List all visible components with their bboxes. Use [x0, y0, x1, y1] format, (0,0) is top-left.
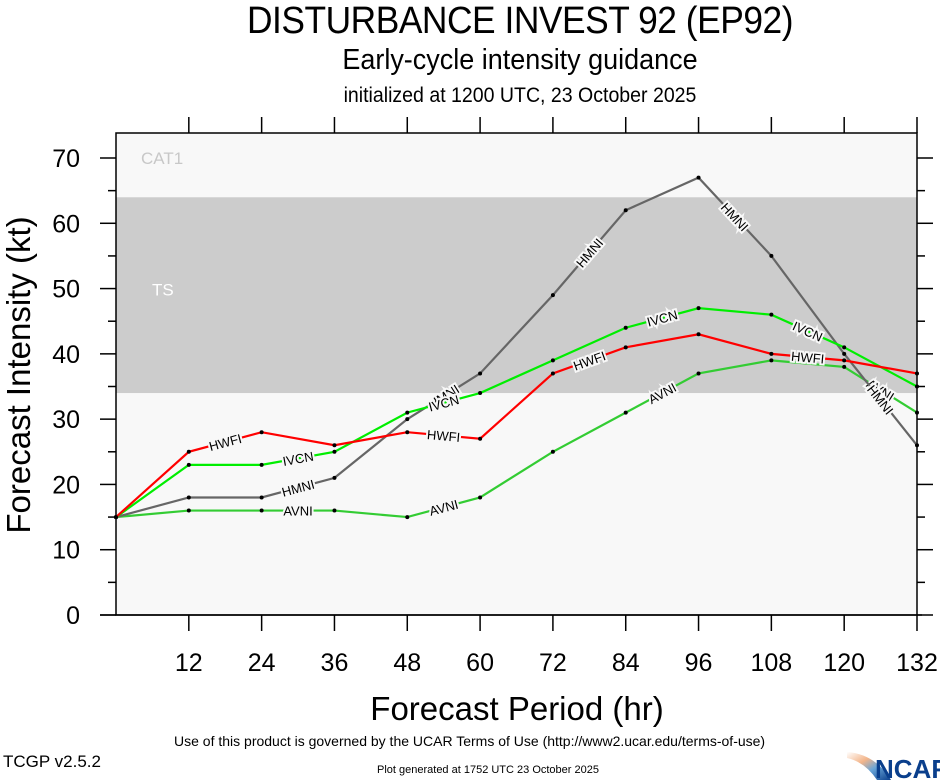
data-point: [915, 384, 919, 389]
y-tick-label: 40: [52, 341, 80, 369]
series-label: HWFI: [791, 349, 825, 367]
ncar-logo-text: NCAR: [875, 754, 940, 780]
intensity-bands: TS CAT1: [116, 133, 917, 615]
y-tick-label: 10: [52, 537, 80, 565]
data-point: [550, 371, 555, 376]
data-point: [186, 462, 191, 467]
y-tick-label: 20: [52, 471, 80, 499]
data-point: [550, 358, 555, 363]
y-tick-label: 0: [66, 602, 80, 630]
data-point: [696, 175, 701, 180]
y-tick-label: 60: [52, 210, 80, 238]
series-line-ivcn: [115, 307, 918, 518]
series-label: IVCN: [282, 449, 315, 469]
data-point: [623, 208, 628, 213]
x-tick-label: 36: [321, 649, 349, 677]
data-point: [259, 430, 264, 435]
y-tick-label: 70: [52, 145, 80, 173]
x-tick-label: 132: [896, 649, 938, 677]
x-tick-label: 108: [751, 649, 793, 677]
data-point: [769, 253, 774, 258]
data-point: [915, 443, 919, 448]
data-point: [186, 495, 191, 500]
x-tick-label: 48: [393, 649, 421, 677]
data-point: [623, 325, 628, 330]
x-tick-label: 84: [612, 649, 640, 677]
plot-generated-time: Plot generated at 1752 UTC 23 October 20…: [377, 764, 599, 776]
chart-title: DISTURBANCE INVEST 92 (EP92): [246, 0, 794, 42]
data-point: [769, 358, 774, 363]
data-point: [478, 436, 483, 441]
y-tick-label: 30: [52, 406, 80, 434]
x-tick-label: 12: [175, 649, 203, 677]
data-point: [769, 351, 774, 356]
data-point: [696, 371, 701, 376]
data-point: [769, 312, 774, 317]
data-point: [259, 462, 264, 467]
data-point: [332, 449, 337, 454]
data-point: [405, 515, 410, 520]
y-tick-label: 50: [52, 276, 80, 304]
data-point: [842, 358, 847, 363]
data-point: [696, 306, 701, 311]
data-point: [478, 371, 483, 376]
data-point: [186, 508, 191, 513]
data-point: [405, 430, 410, 435]
data-point: [259, 495, 264, 500]
ncar-logo: NCAR: [847, 752, 940, 780]
data-point: [696, 332, 701, 337]
x-tick-label: 120: [823, 649, 865, 677]
data-point: [478, 391, 483, 396]
band-label-cat1: CAT1: [141, 149, 183, 168]
data-point: [842, 364, 847, 369]
axes: 12 24 36 48 60 72 84 96 108 120 132 0 10 20 30 40 50 60 70: [52, 117, 938, 677]
data-point: [623, 345, 628, 350]
series-label: AVNI: [283, 504, 312, 519]
series-line-hwfi: [115, 333, 918, 518]
data-point: [915, 410, 919, 415]
version-label: TCGP v2.5.2: [3, 752, 101, 771]
data-point: [623, 410, 628, 415]
data-point: [114, 515, 118, 520]
y-axis-label: Forecast Intensity (kt): [0, 216, 37, 533]
band-cat1: [116, 133, 917, 198]
ncar-swoosh-icon: [847, 752, 891, 780]
series-label: HWFI: [426, 427, 460, 445]
series-line-avni: [115, 359, 918, 519]
data-point: [405, 417, 410, 422]
data-point: [550, 293, 555, 298]
data-point: [842, 345, 847, 350]
band-label-ts: TS: [152, 281, 174, 300]
data-point: [259, 508, 264, 513]
terms-of-use: Use of this product is governed by the U…: [174, 733, 766, 749]
data-point: [915, 371, 919, 376]
x-tick-label: 60: [466, 649, 494, 677]
data-point: [478, 495, 483, 500]
data-point: [405, 410, 410, 415]
series-line-hmni: [115, 176, 918, 519]
x-tick-label: 72: [539, 649, 567, 677]
x-tick-label: 96: [685, 649, 713, 677]
data-point: [186, 449, 191, 454]
data-point: [842, 351, 847, 356]
data-point: [332, 508, 337, 513]
data-point: [332, 443, 337, 448]
data-point: [332, 475, 337, 480]
x-axis-label: Forecast Period (hr): [370, 690, 663, 727]
init-time-line: initialized at 1200 UTC, 23 October 2025: [343, 84, 697, 107]
chart-subtitle: Early-cycle intensity guidance: [342, 44, 698, 76]
data-point: [550, 449, 555, 454]
x-tick-label: 24: [248, 649, 276, 677]
